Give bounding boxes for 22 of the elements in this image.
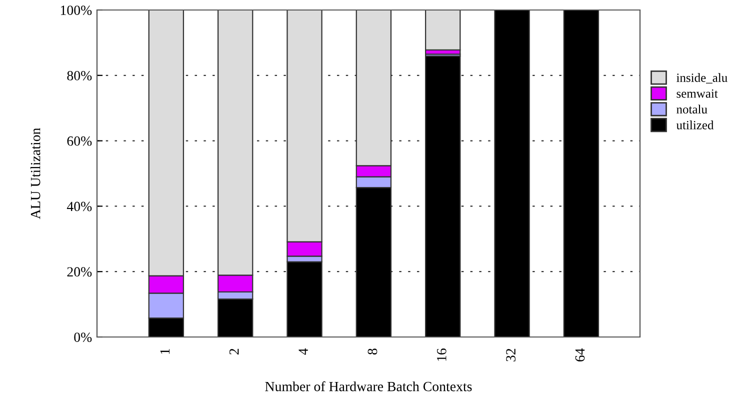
x-tick-label: 8	[368, 348, 378, 355]
y-tick-label: 20%	[67, 267, 92, 277]
y-tick-label: 0%	[74, 332, 92, 342]
x-tick-label: 1	[160, 348, 170, 354]
x-axis-title: Number of Hardware Batch Contexts	[265, 381, 472, 392]
x-tick-label: 4	[298, 348, 308, 355]
x-tick-label: 16	[437, 348, 446, 361]
x-tick-label: 64	[575, 348, 585, 362]
y-tick-label: 100%	[60, 6, 92, 15]
x-tick-label: 2	[229, 348, 239, 354]
y-tick-label: 40%	[66, 202, 92, 212]
bar	[494, 10, 530, 337]
bar	[425, 10, 461, 50]
legend-label: semwait	[676, 89, 718, 98]
y-tick-label: 60%	[67, 136, 92, 146]
legend-label: utilized	[676, 120, 714, 130]
x-tick-label: 32	[506, 348, 516, 362]
y-tick-label: 80%	[67, 70, 92, 80]
y-axis-title: ALU Utilization	[30, 128, 40, 220]
legend-label: inside_alu	[676, 73, 728, 84]
legend-label: notalu	[676, 104, 708, 114]
bar	[563, 10, 600, 337]
